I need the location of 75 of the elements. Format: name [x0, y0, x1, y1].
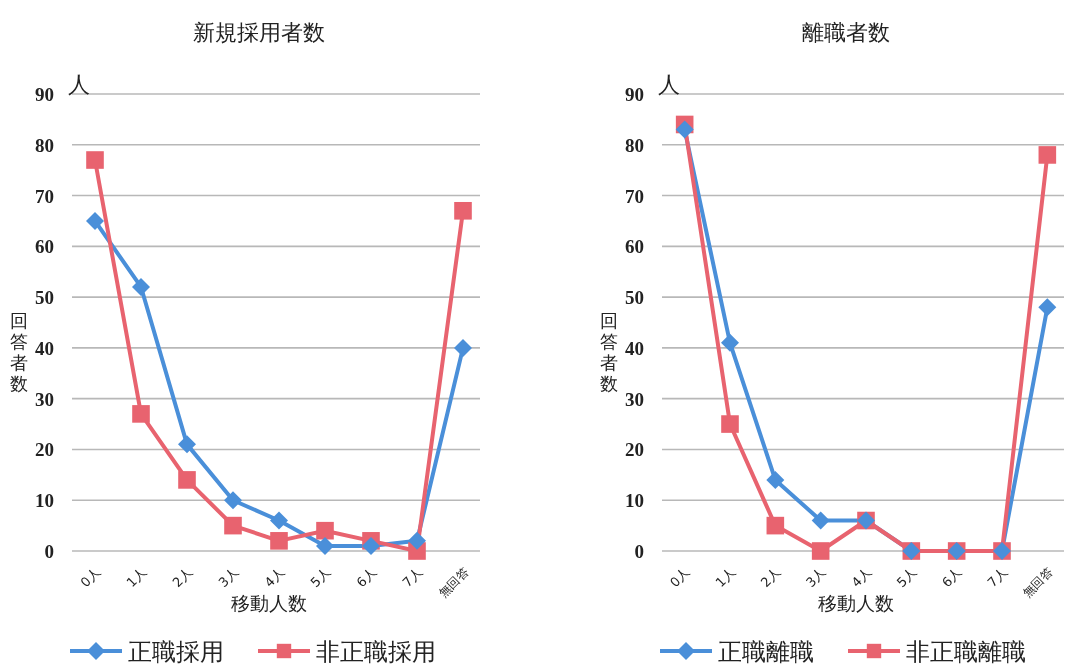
x-axis-title: 移動人数	[818, 592, 894, 614]
y-tick-label: 90	[35, 84, 54, 105]
x-tick-label: 3人	[215, 564, 242, 591]
y-tick-label: 30	[625, 388, 644, 410]
point	[316, 521, 334, 540]
point	[811, 511, 830, 530]
y-tick-label: 90	[625, 84, 644, 105]
y-axis-title: 回答者数	[10, 310, 28, 394]
point	[811, 542, 830, 560]
y-tick-label: 60	[625, 236, 644, 258]
y-tick-label: 30	[35, 388, 54, 410]
point	[454, 338, 472, 357]
point	[270, 532, 288, 550]
legend-label: 正職採用	[128, 638, 224, 664]
x-tick-label: 3人	[803, 564, 829, 591]
point	[454, 201, 472, 220]
x-tick-label: 4人	[261, 564, 288, 591]
x-tick-label: 1人	[712, 564, 739, 591]
point	[1038, 298, 1057, 317]
point	[721, 333, 739, 352]
point	[86, 211, 104, 230]
chart-title: 新規採用者数	[193, 20, 325, 45]
legend-label: 非正職離職	[906, 638, 1026, 664]
y-tick-label: 10	[625, 490, 644, 512]
legend-label: 正職離職	[718, 638, 814, 664]
point	[721, 415, 739, 433]
point	[1038, 146, 1057, 164]
point	[132, 277, 150, 296]
x-tick-label: 6人	[353, 564, 380, 591]
point	[86, 151, 104, 169]
y-tick-label: 70	[625, 185, 644, 207]
x-tick-label: 無回答	[1020, 565, 1056, 601]
chart-title: 離職者数	[802, 20, 890, 45]
x-tick-label: 7人	[399, 564, 426, 591]
x-tick-label: 7人	[984, 564, 1011, 591]
x-tick-label: 0人	[667, 564, 693, 591]
y-tick-label: 70	[35, 185, 54, 207]
point	[132, 405, 150, 423]
point	[766, 470, 785, 489]
legend-label: 非正職採用	[316, 638, 436, 664]
y-tick-label: 80	[625, 134, 644, 156]
y-tick-label: 0	[634, 541, 644, 562]
y-tick-label: 40	[35, 337, 54, 359]
y-tick-label: 80	[35, 134, 54, 156]
point	[766, 516, 785, 535]
x-tick-label: 無回答	[435, 565, 472, 601]
x-tick-label: 4人	[848, 564, 875, 591]
x-tick-label: 5人	[893, 564, 920, 591]
point	[178, 471, 196, 489]
point	[316, 536, 334, 555]
point	[224, 491, 242, 510]
point	[362, 536, 380, 555]
y-tick-label: 40	[625, 337, 644, 359]
annotation: 人	[68, 72, 90, 97]
y-tick-label: 50	[35, 287, 54, 309]
y-tick-label: 10	[35, 490, 54, 512]
y-axis-title: 回答者数	[600, 310, 618, 394]
point	[408, 531, 426, 550]
x-tick-label: 2人	[169, 564, 196, 591]
x-tick-label: 1人	[123, 564, 150, 591]
point	[675, 120, 694, 139]
x-tick-label: 0人	[77, 564, 104, 591]
x-tick-label: 5人	[307, 564, 334, 591]
y-tick-label: 20	[35, 439, 54, 461]
point	[224, 516, 242, 535]
x-tick-label: 6人	[939, 564, 965, 591]
x-tick-label: 2人	[757, 564, 784, 591]
point	[270, 511, 288, 530]
y-tick-label: 60	[35, 236, 54, 258]
x-axis-title: 移動人数	[231, 592, 307, 614]
y-tick-label: 0	[44, 541, 54, 562]
y-tick-label: 50	[625, 287, 644, 309]
annotation: 人	[658, 72, 680, 97]
point	[178, 435, 196, 454]
y-tick-label: 20	[625, 439, 644, 461]
